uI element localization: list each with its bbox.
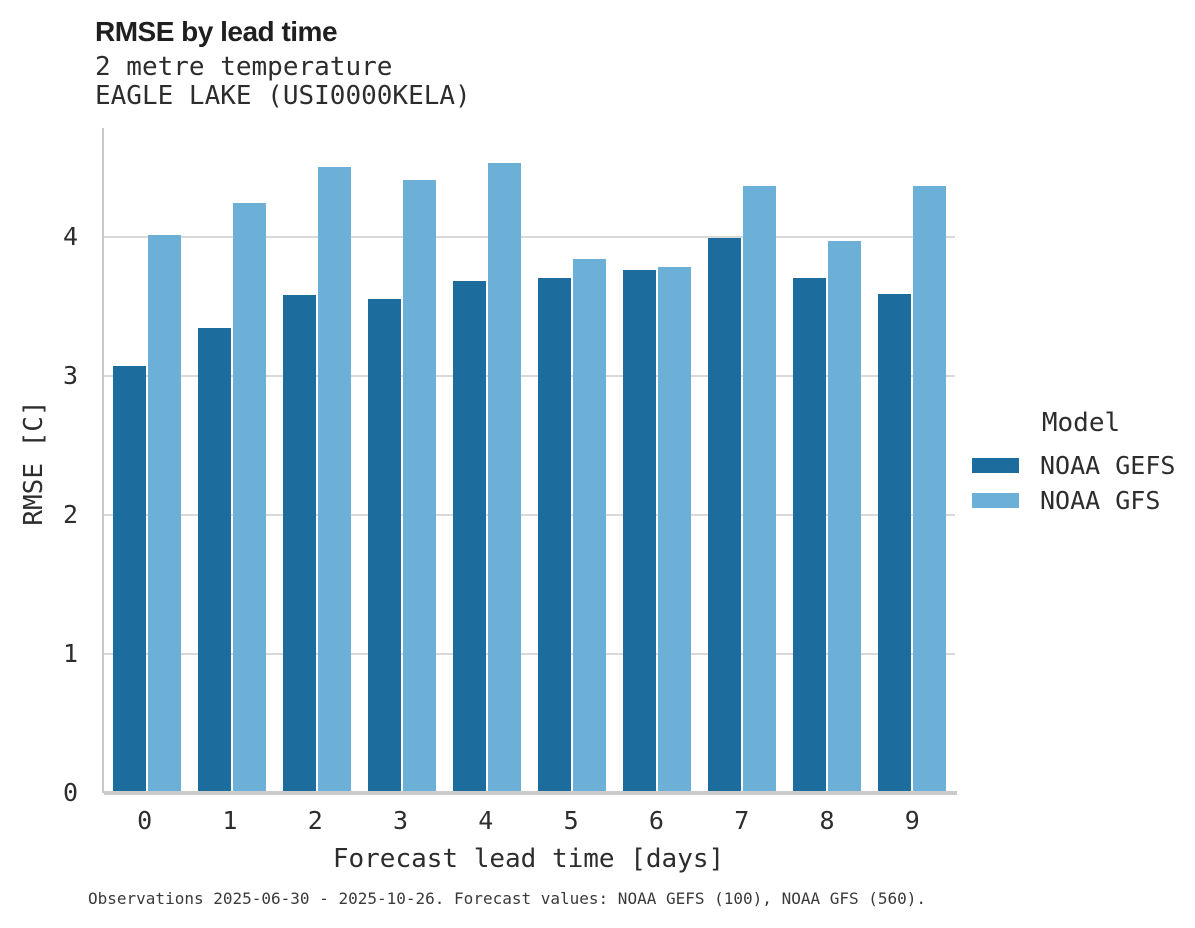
bar-group-lead-0 bbox=[104, 128, 189, 793]
y-tick-label-4: 4 bbox=[62, 221, 78, 251]
legend-swatch bbox=[972, 458, 1019, 473]
x-axis-tick-labels: 0 1 2 3 4 5 6 7 8 9 bbox=[102, 806, 955, 835]
bar-noaa-gfs-lead-5 bbox=[573, 258, 607, 793]
x-tick-label-8: 8 bbox=[819, 806, 835, 835]
x-tick-label-3: 3 bbox=[393, 806, 409, 835]
bar-group-lead-9 bbox=[870, 128, 955, 793]
legend-label: NOAA GFS bbox=[1040, 486, 1161, 515]
x-axis-line bbox=[104, 791, 957, 795]
x-tick-label-4: 4 bbox=[478, 806, 494, 835]
bar-noaa-gefs-lead-3 bbox=[367, 299, 401, 793]
legend-item-noaa-gfs: NOAA GFS bbox=[972, 483, 1190, 518]
bar-noaa-gefs-lead-5 bbox=[538, 278, 572, 793]
y-axis-tick-labels: 0 1 2 3 4 bbox=[0, 128, 78, 808]
bar-noaa-gefs-lead-4 bbox=[452, 281, 486, 793]
bar-group-lead-6 bbox=[615, 128, 700, 793]
y-tick-label-1: 1 bbox=[62, 638, 78, 668]
legend-title: Model bbox=[1041, 408, 1121, 438]
x-tick-label-5: 5 bbox=[563, 806, 579, 835]
bar-noaa-gfs-lead-6 bbox=[658, 267, 692, 793]
y-tick-label-2: 2 bbox=[62, 499, 78, 529]
x-axis-title: Forecast lead time [days] bbox=[332, 844, 725, 874]
x-tick-label-6: 6 bbox=[648, 806, 664, 835]
bar-noaa-gefs-lead-9 bbox=[878, 293, 912, 793]
bar-group-lead-7 bbox=[700, 128, 785, 793]
bar-group-lead-2 bbox=[274, 128, 359, 793]
gridline-y-2 bbox=[104, 513, 955, 516]
bar-noaa-gfs-lead-2 bbox=[317, 167, 351, 793]
x-tick-label-0: 0 bbox=[137, 806, 153, 835]
x-tick-label-2: 2 bbox=[307, 806, 323, 835]
bar-noaa-gfs-lead-3 bbox=[402, 179, 436, 793]
legend-swatch bbox=[972, 493, 1019, 508]
bar-noaa-gefs-lead-7 bbox=[708, 237, 742, 793]
bar-group-lead-5 bbox=[529, 128, 614, 793]
gridline-y-4 bbox=[104, 235, 955, 238]
legend-label: NOAA GEFS bbox=[1040, 451, 1176, 480]
bar-group-lead-4 bbox=[444, 128, 529, 793]
gridline-y-3 bbox=[104, 374, 955, 377]
bar-noaa-gefs-lead-0 bbox=[112, 365, 146, 793]
bar-noaa-gefs-lead-2 bbox=[282, 294, 316, 793]
bar-noaa-gfs-lead-9 bbox=[913, 186, 947, 793]
bar-noaa-gfs-lead-1 bbox=[232, 203, 266, 793]
bars-layer bbox=[104, 128, 955, 793]
bar-group-lead-1 bbox=[189, 128, 274, 793]
caption: Observations 2025-06-30 - 2025-10-26. Fo… bbox=[88, 889, 927, 908]
bar-noaa-gefs-lead-8 bbox=[793, 278, 827, 793]
legend: Model NOAA GEFS NOAA GFS bbox=[972, 408, 1190, 518]
x-tick-label-1: 1 bbox=[222, 806, 238, 835]
y-tick-label-3: 3 bbox=[62, 360, 78, 390]
bar-group-lead-8 bbox=[785, 128, 870, 793]
bar-noaa-gefs-lead-1 bbox=[197, 328, 231, 793]
bar-group-lead-3 bbox=[359, 128, 444, 793]
plot-panel bbox=[102, 128, 957, 795]
bar-noaa-gfs-lead-0 bbox=[147, 235, 181, 793]
bar-noaa-gfs-lead-7 bbox=[743, 186, 777, 793]
bar-noaa-gfs-lead-8 bbox=[828, 240, 862, 793]
y-tick-label-0: 0 bbox=[62, 778, 78, 807]
x-tick-label-7: 7 bbox=[734, 806, 750, 835]
chart-title: RMSE by lead time bbox=[95, 16, 338, 47]
legend-item-noaa-gefs: NOAA GEFS bbox=[972, 448, 1190, 483]
chart-subtitle-variable: 2 metre temperature bbox=[95, 52, 393, 82]
bar-noaa-gefs-lead-6 bbox=[623, 269, 657, 793]
chart-subtitle-station: EAGLE LAKE (USI0000KELA) bbox=[95, 81, 471, 111]
gridline-y-1 bbox=[104, 652, 955, 655]
legend-items: NOAA GEFS NOAA GFS bbox=[972, 448, 1190, 518]
x-tick-label-9: 9 bbox=[904, 806, 920, 835]
bar-noaa-gfs-lead-4 bbox=[487, 162, 521, 793]
